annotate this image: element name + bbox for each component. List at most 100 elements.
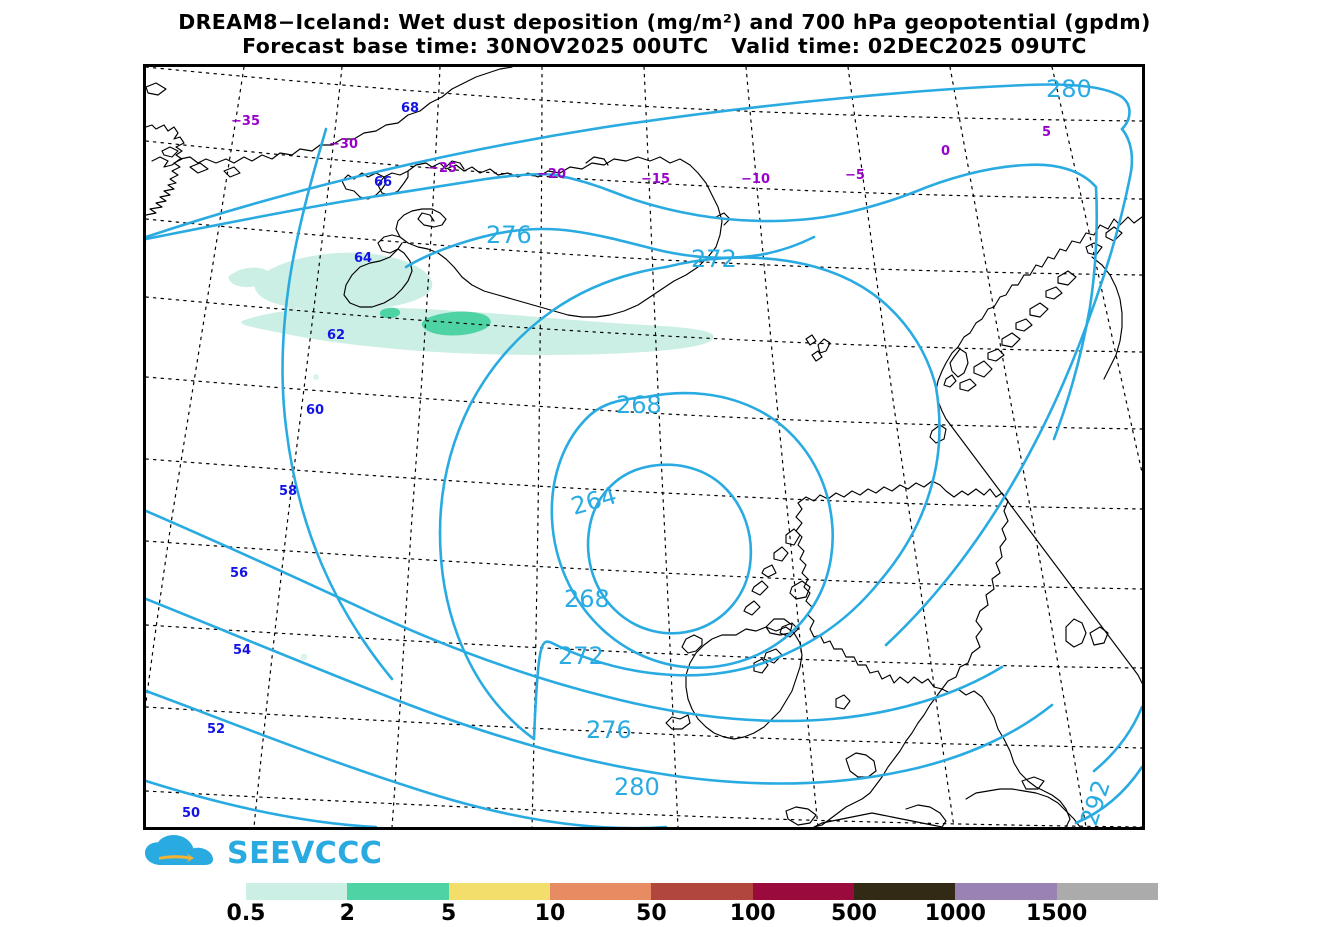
coastline-hebrides-5 (743, 600, 761, 616)
seevccc-logo-text: SEEVCCC (227, 836, 383, 871)
contour-label-264-center: 264 (568, 481, 620, 521)
contour-280-lower-arc (146, 597, 1054, 785)
lat-line-52 (146, 706, 1142, 749)
coastline-iceland-detail-ne (585, 156, 609, 166)
contour-272-lower-right (532, 579, 882, 741)
contour-284-lower-arc (146, 689, 668, 827)
latitude-labels: 68 66 64 62 60 58 56 54 52 50 (182, 101, 419, 821)
colorbar-segment-500 (853, 883, 956, 900)
dust-band-0.5-speck-left (228, 267, 270, 288)
map-frame: 68 66 64 62 60 58 56 54 52 50 −35 −30 −2… (143, 64, 1145, 830)
colorbar-segment-2 (347, 883, 449, 900)
colorbar-tick-500: 500 (831, 901, 877, 926)
contour-label-292-corner: 292 (1075, 777, 1116, 827)
lon-line-0 (949, 67, 1087, 827)
coastline-ireland-nw (681, 634, 703, 654)
lon-line--35 (146, 67, 245, 707)
coastline-france-north (905, 804, 947, 827)
contour-276-iceland-loop (480, 227, 816, 260)
coastline-greenland-speck-1 (161, 146, 179, 158)
longitude-labels: −35 −30 −25 −20 −15 −10 −5 0 5 (231, 114, 1051, 187)
coastline-greenland-speck-4 (146, 82, 167, 96)
contour-label-272-south: 272 (558, 642, 604, 670)
dust-band-2-speck (379, 307, 401, 319)
graticule-longitudes (146, 67, 1142, 827)
chart-title-block: DREAM8−Iceland: Wet dust deposition (mg/… (0, 10, 1329, 58)
coastline-faroe-2 (811, 350, 823, 362)
coastline-greenland-speck-3 (223, 166, 241, 178)
coastline-hebrides-2 (773, 546, 789, 562)
lat-line-68 (146, 67, 1142, 122)
colorbar-tick-labels: 0.5 2 5 10 50 100 500 1000 1500 (227, 901, 1158, 927)
lat-label-50: 50 (182, 806, 200, 821)
coastline-greenland-inland (151, 67, 513, 168)
coastline-norway-isles-5 (959, 378, 977, 392)
coastline-norway (935, 216, 1142, 684)
coastline-iceland-southwest (343, 248, 413, 308)
contour-label-280-south: 280 (614, 773, 660, 801)
contour-label-280-north: 280 (1046, 75, 1092, 103)
seevccc-logo: SEEVCCC (143, 833, 543, 875)
colorbar-tick-1000: 1000 (924, 901, 986, 926)
colorbar-tick-10: 10 (534, 901, 566, 926)
coastline-denmark-2 (1089, 626, 1109, 646)
lat-label-58: 58 (279, 484, 297, 499)
coastline-iceland-detail-e (715, 212, 731, 226)
contour-label-268-south: 268 (564, 585, 610, 613)
dust-speck-b (300, 653, 308, 661)
coastline-england (813, 688, 1071, 827)
coastline-denmark (1065, 618, 1087, 648)
dust-band-2-core (421, 311, 491, 336)
colorbar-segments (246, 883, 1158, 900)
contour-292-bottomright (1074, 765, 1142, 825)
lon-label--10: −10 (741, 172, 770, 187)
arrow-shape (159, 853, 194, 863)
lon-line-5 (1051, 67, 1142, 476)
coastline-hebrides-3 (761, 564, 777, 578)
lon-label--5: −5 (845, 168, 865, 183)
lon-label--20: −20 (537, 167, 566, 182)
contour-label-276-south: 276 (586, 716, 632, 744)
colorbar-tick-50: 50 (636, 901, 667, 926)
coastline-norway-fjord-1 (1085, 242, 1103, 256)
coastline-ireland-lough (753, 658, 769, 674)
colorbar-tick-1500: 1500 (1026, 901, 1088, 926)
contour-268-closed (550, 391, 834, 669)
lat-label-66: 66 (374, 175, 392, 190)
coastline-hebrides-1 (785, 528, 801, 546)
deposition-colorbar (246, 883, 1158, 900)
contour-label-276-iceland: 276 (486, 221, 532, 249)
contour-norway-edge (1052, 185, 1099, 441)
coastline-nl-islands (1021, 776, 1045, 790)
lat-label-52: 52 (207, 722, 225, 737)
colorbar-segment-100 (752, 883, 854, 900)
lon-label--35: −35 (231, 114, 260, 129)
contour-280-north (146, 83, 1131, 239)
lon-line--20 (531, 67, 543, 827)
coastline-norway-fjord-5 (973, 360, 993, 378)
contour-292-br2 (1092, 705, 1142, 773)
contour-272-east-down (878, 385, 941, 583)
coastline-continent-bottom (965, 788, 1081, 827)
dust-band-0.5-upper (254, 252, 433, 312)
contour-276-lower-arc (146, 509, 1004, 723)
lon-label-5: 5 (1042, 125, 1051, 140)
colorbar-segment-1500 (1056, 883, 1158, 900)
coastline-scotland (795, 480, 1009, 690)
contour-276-east (910, 163, 1098, 195)
title-line-2: Forecast base time: 30NOV2025 00UTC Vali… (242, 34, 1087, 59)
contour-label-268-north: 268 (616, 391, 662, 419)
coastline-islay (763, 648, 783, 664)
colorbar-segment-10 (549, 883, 652, 900)
coastline-norway-isles-3 (1015, 318, 1033, 332)
coastline-wales-bulge (845, 752, 877, 778)
dust-speck-c (313, 374, 319, 380)
contour-272-north (664, 256, 938, 389)
coastline-norway-isles-4 (987, 348, 1005, 362)
coastline-shetland-2 (943, 374, 957, 388)
lat-line-54 (146, 624, 1142, 669)
contour-276-south-branch (281, 127, 394, 681)
contour-288-lower-arc (146, 779, 378, 827)
coastline-faroe (817, 338, 831, 354)
colorbar-tick-100: 100 (729, 901, 776, 926)
